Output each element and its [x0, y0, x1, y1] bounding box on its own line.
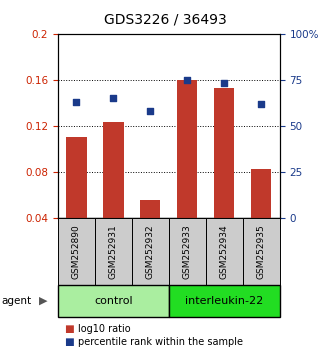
Bar	[103, 122, 123, 218]
Bar	[177, 80, 198, 218]
Text: GDS3226 / 36493: GDS3226 / 36493	[104, 12, 227, 27]
Text: GSM252890: GSM252890	[72, 224, 81, 279]
Text: GSM252931: GSM252931	[109, 224, 118, 279]
Bar	[214, 88, 234, 218]
Point	[221, 80, 227, 86]
Text: ■: ■	[65, 337, 74, 347]
Text: percentile rank within the sample: percentile rank within the sample	[78, 337, 243, 347]
Text: agent: agent	[2, 296, 32, 306]
Text: GSM252932: GSM252932	[146, 224, 155, 279]
Text: control: control	[94, 296, 133, 306]
Text: interleukin-22: interleukin-22	[185, 296, 263, 306]
Text: GSM252934: GSM252934	[220, 224, 229, 279]
Point	[259, 101, 264, 107]
Text: ■: ■	[65, 324, 74, 334]
Text: GSM252933: GSM252933	[183, 224, 192, 279]
Text: log10 ratio: log10 ratio	[78, 324, 130, 334]
Point	[185, 77, 190, 82]
Bar	[140, 200, 161, 218]
Point	[74, 99, 79, 104]
Text: ▶: ▶	[39, 296, 47, 306]
Point	[111, 95, 116, 101]
Bar	[251, 170, 271, 218]
Bar	[66, 137, 87, 218]
Point	[148, 108, 153, 114]
Text: GSM252935: GSM252935	[257, 224, 266, 279]
